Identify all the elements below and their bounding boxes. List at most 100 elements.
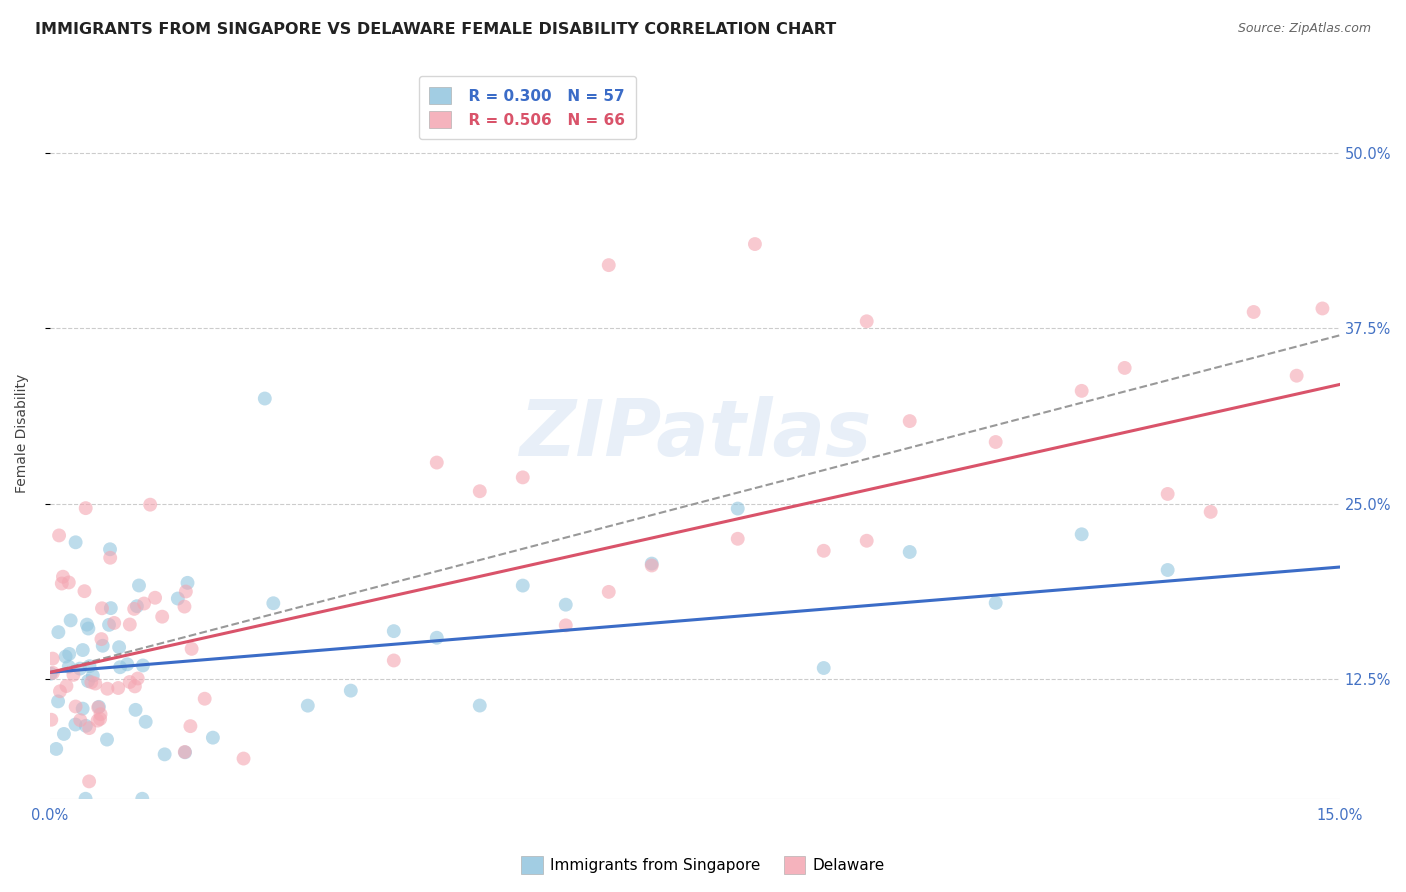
Point xyxy=(51,576,73,591)
Point xyxy=(65,535,87,549)
Point xyxy=(69,662,91,676)
Point xyxy=(180,641,202,656)
Point xyxy=(855,533,877,548)
Point xyxy=(1070,384,1092,398)
Point xyxy=(77,721,100,735)
Point xyxy=(139,498,162,512)
Point xyxy=(150,609,173,624)
Point xyxy=(166,591,188,606)
Point xyxy=(1156,563,1178,577)
Point xyxy=(598,258,620,272)
Point xyxy=(42,665,65,680)
Point xyxy=(1070,527,1092,541)
Text: Source: ZipAtlas.com: Source: ZipAtlas.com xyxy=(1237,22,1371,36)
Point xyxy=(69,713,91,727)
Point xyxy=(382,624,405,639)
Point xyxy=(107,681,129,695)
Point xyxy=(1156,487,1178,501)
Point xyxy=(48,528,70,542)
Point xyxy=(39,713,62,727)
Point xyxy=(96,732,118,747)
Point xyxy=(90,632,112,646)
Point xyxy=(48,625,70,640)
Point xyxy=(89,712,111,726)
Point xyxy=(77,774,100,789)
Point xyxy=(55,679,77,693)
Point xyxy=(98,618,121,632)
Point xyxy=(426,456,449,470)
Point xyxy=(79,659,101,673)
Point xyxy=(62,668,84,682)
Point xyxy=(813,661,835,675)
Point xyxy=(468,698,491,713)
Point xyxy=(59,613,82,627)
Text: ZIPatlas: ZIPatlas xyxy=(519,396,870,472)
Point xyxy=(898,545,921,559)
Point xyxy=(122,602,145,616)
Point xyxy=(72,643,94,657)
Point xyxy=(118,617,141,632)
Point xyxy=(132,597,155,611)
Point xyxy=(898,414,921,428)
Point xyxy=(46,694,69,708)
Point xyxy=(72,701,94,715)
Point xyxy=(174,745,197,759)
Point xyxy=(426,631,449,645)
Point xyxy=(45,742,67,756)
Point xyxy=(176,575,198,590)
Point xyxy=(58,659,80,673)
Point xyxy=(984,596,1007,610)
Point xyxy=(39,666,62,681)
Point xyxy=(179,719,201,733)
Point xyxy=(1114,360,1136,375)
Point xyxy=(75,501,97,516)
Legend: Immigrants from Singapore, Delaware: Immigrants from Singapore, Delaware xyxy=(515,850,891,880)
Point xyxy=(87,700,110,714)
Point xyxy=(641,558,664,573)
Point xyxy=(41,651,63,665)
Point xyxy=(554,618,576,632)
Point xyxy=(512,578,534,592)
Y-axis label: Female Disability: Female Disability xyxy=(15,374,30,493)
Point xyxy=(65,699,87,714)
Point xyxy=(253,392,276,406)
Point xyxy=(75,719,97,733)
Point xyxy=(87,699,110,714)
Point xyxy=(73,584,96,599)
Point xyxy=(115,657,138,672)
Point xyxy=(65,717,87,731)
Point xyxy=(52,727,75,741)
Point xyxy=(132,658,155,673)
Point xyxy=(855,314,877,328)
Point xyxy=(76,617,98,632)
Point xyxy=(108,640,131,655)
Point xyxy=(89,707,111,722)
Point xyxy=(91,601,114,615)
Point xyxy=(100,601,122,615)
Point xyxy=(80,675,103,690)
Point xyxy=(984,435,1007,450)
Point xyxy=(297,698,319,713)
Point xyxy=(641,557,664,571)
Point xyxy=(128,578,150,592)
Point xyxy=(84,676,107,690)
Point xyxy=(55,649,77,664)
Point xyxy=(554,598,576,612)
Point xyxy=(339,683,361,698)
Point xyxy=(143,591,166,605)
Point xyxy=(1312,301,1334,316)
Point xyxy=(103,615,125,630)
Point xyxy=(382,653,405,667)
Point xyxy=(118,675,141,690)
Point xyxy=(194,691,217,706)
Point xyxy=(727,532,749,546)
Point xyxy=(58,575,80,590)
Point xyxy=(124,703,146,717)
Point xyxy=(262,596,284,610)
Point xyxy=(52,570,75,584)
Point xyxy=(127,672,149,686)
Point xyxy=(75,791,97,805)
Point xyxy=(77,673,100,688)
Point xyxy=(813,543,835,558)
Point xyxy=(173,745,195,759)
